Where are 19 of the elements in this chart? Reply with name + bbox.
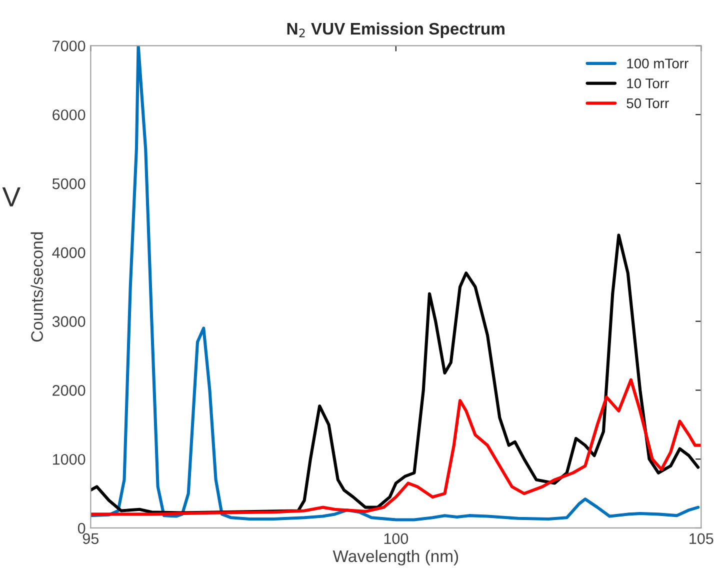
- x-tick-label: 105: [690, 533, 714, 544]
- y-tick-label: 1000: [53, 454, 86, 465]
- y-tick-label: 4000: [52, 247, 86, 258]
- legend-label: 50 Torr: [626, 98, 669, 108]
- legend-label: 10 Torr: [627, 78, 669, 88]
- x-tick-label: 95: [82, 533, 99, 544]
- legend-label: 100 mTorr: [627, 58, 688, 68]
- y-tick-label: 5000: [52, 178, 86, 190]
- chart-title: N$_{2}$ VUV Emission Spectrum: [287, 22, 504, 38]
- y-tick-label: 0: [78, 522, 86, 534]
- x-axis-title: Wavelength (nm): [332, 550, 458, 566]
- y-axis-title: Counts/second: [30, 232, 43, 342]
- y-tick-label: 3000: [52, 316, 86, 327]
- y-tick-label: 2000: [52, 385, 86, 396]
- y-tick-label: 7000: [52, 40, 86, 52]
- x-tick-label: 100: [384, 533, 408, 544]
- y-tick-label: 6000: [52, 109, 86, 120]
- text: V: [2, 187, 21, 206]
- line-series: [90, 378, 702, 516]
